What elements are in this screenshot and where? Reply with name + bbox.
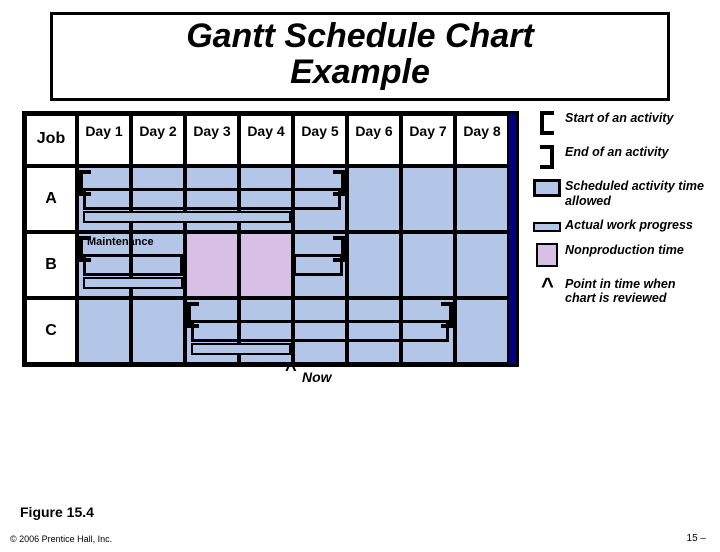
caret-up-icon: ^ — [285, 359, 297, 382]
gantt-cell — [131, 298, 185, 364]
legend-text: Scheduled activity time allowed — [565, 179, 706, 208]
gantt-chart: Job Day 1 Day 2 Day 3 Day 4 Day 5 Day 6 … — [22, 111, 519, 367]
day-header: Day 5 — [293, 114, 347, 166]
gantt-row-c: C — [25, 298, 516, 364]
legend-start: Start of an activity — [529, 111, 706, 135]
copyright: © 2006 Prentice Hall, Inc. — [10, 534, 112, 544]
actual-icon — [529, 218, 565, 232]
slide-number: 15 – — [687, 533, 706, 544]
actual-bar — [83, 211, 291, 223]
start-bracket-icon — [529, 111, 565, 135]
row-label: B — [25, 232, 77, 298]
title-line-2: Example — [290, 53, 430, 91]
end-bracket-icon — [529, 145, 565, 169]
end-bracket-icon — [333, 170, 345, 196]
nonprod-icon — [529, 243, 565, 267]
gantt-cell — [347, 232, 401, 298]
figure-label: Figure 15.4 — [20, 504, 94, 520]
job-header: Job — [25, 114, 77, 166]
now-line — [292, 165, 295, 363]
scheduled-icon — [529, 179, 565, 197]
gantt-cell — [455, 232, 509, 298]
row-c-cells — [77, 298, 516, 364]
main-content: Job Day 1 Day 2 Day 3 Day 4 Day 5 Day 6 … — [0, 111, 720, 367]
gantt-cell — [455, 298, 509, 364]
nonprod-cell — [239, 232, 293, 298]
end-bracket-icon — [441, 302, 453, 328]
day-header: Day 6 — [347, 114, 401, 166]
now-label: Now — [302, 369, 332, 385]
legend-text: End of an activity — [565, 145, 706, 159]
actual-bar — [83, 277, 183, 289]
chart-header-row: Job Day 1 Day 2 Day 3 Day 4 Day 5 Day 6 … — [25, 114, 516, 166]
legend-text: Start of an activity — [565, 111, 706, 125]
chart-grid: Job Day 1 Day 2 Day 3 Day 4 Day 5 Day 6 … — [22, 111, 519, 367]
day-header: Day 2 — [131, 114, 185, 166]
caret-icon: ^ — [529, 277, 565, 295]
legend-text: Actual work progress — [565, 218, 706, 232]
row-label: C — [25, 298, 77, 364]
title-line-1: Gantt Schedule Chart — [186, 17, 534, 55]
nonprod-cell — [185, 232, 239, 298]
maintenance-label: Maintenance — [87, 236, 154, 248]
legend-text: Nonproduction time — [565, 243, 706, 257]
legend-point: ^ Point in time when chart is reviewed — [529, 277, 706, 306]
gantt-row-b: B Maintenance — [25, 232, 516, 298]
gantt-cell — [401, 166, 455, 232]
row-b-cells: Maintenance — [77, 232, 516, 298]
legend-scheduled: Scheduled activity time allowed — [529, 179, 706, 208]
legend: Start of an activity End of an activity … — [529, 111, 706, 315]
scheduled-bar — [191, 320, 449, 342]
legend-end: End of an activity — [529, 145, 706, 169]
row-a-cells — [77, 166, 516, 232]
page-title: Gantt Schedule Chart Example — [63, 19, 657, 90]
gantt-cell — [77, 298, 131, 364]
gantt-row-a: A — [25, 166, 516, 232]
gantt-cell — [401, 232, 455, 298]
legend-nonprod: Nonproduction time — [529, 243, 706, 267]
row-label: A — [25, 166, 77, 232]
scheduled-bar — [83, 254, 183, 276]
legend-text: Point in time when chart is reviewed — [565, 277, 706, 306]
actual-bar — [191, 343, 291, 355]
scheduled-bar — [83, 188, 341, 210]
legend-actual: Actual work progress — [529, 218, 706, 232]
day-header: Day 4 — [239, 114, 293, 166]
end-bracket-icon — [333, 236, 345, 262]
day-header: Day 1 — [77, 114, 131, 166]
title-box: Gantt Schedule Chart Example — [50, 12, 670, 101]
day-header: Day 8 — [455, 114, 509, 166]
day-header: Day 7 — [401, 114, 455, 166]
day-header: Day 3 — [185, 114, 239, 166]
gantt-cell — [455, 166, 509, 232]
gantt-cell — [347, 166, 401, 232]
